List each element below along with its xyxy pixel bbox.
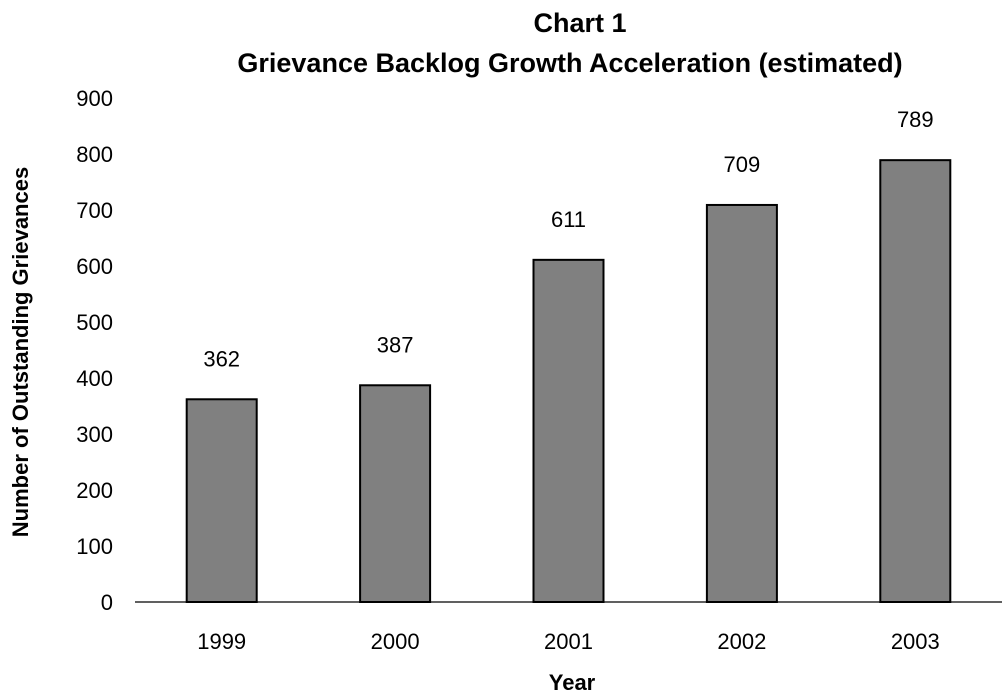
x-axis-title: Year [549, 670, 596, 695]
bar-value-label: 611 [551, 207, 586, 232]
bar-2000 [359, 384, 432, 603]
x-tick-label: 2002 [717, 629, 766, 654]
bar-2003 [879, 159, 952, 603]
y-axis-title: Number of Outstanding Grievances [8, 167, 33, 537]
y-tick-label: 400 [76, 366, 113, 391]
bars [185, 159, 952, 604]
bar-2001 [532, 258, 605, 603]
bar-value-label: 362 [203, 346, 240, 371]
y-tick-label: 600 [76, 254, 113, 279]
y-tick-label: 900 [76, 86, 113, 111]
y-tick-label: 300 [76, 422, 113, 447]
y-tick-label: 700 [76, 198, 113, 223]
y-tick-label: 0 [101, 590, 113, 615]
bar-1999 [185, 398, 258, 603]
bar-value-label: 789 [897, 107, 934, 132]
y-tick-label: 500 [76, 310, 113, 335]
y-tick-label: 100 [76, 534, 113, 559]
chart-title: Chart 1 [533, 8, 626, 38]
bar-value-label: 387 [377, 332, 414, 357]
x-axis-ticks: 1999 2000 2001 2002 2003 [197, 629, 940, 654]
x-tick-label: 2003 [891, 629, 940, 654]
bar-2002 [705, 203, 778, 604]
y-axis-ticks: 0 100 200 300 400 500 600 700 800 900 [76, 86, 113, 615]
x-tick-label: 2001 [544, 629, 593, 654]
chart-subtitle: Grievance Backlog Growth Acceleration (e… [237, 48, 902, 78]
y-tick-label: 800 [76, 142, 113, 167]
x-tick-label: 1999 [197, 629, 246, 654]
bar-value-label: 709 [724, 152, 761, 177]
x-tick-label: 2000 [371, 629, 420, 654]
y-tick-label: 200 [76, 478, 113, 503]
bar-data-labels: 362 387 611 709 789 [203, 107, 933, 371]
